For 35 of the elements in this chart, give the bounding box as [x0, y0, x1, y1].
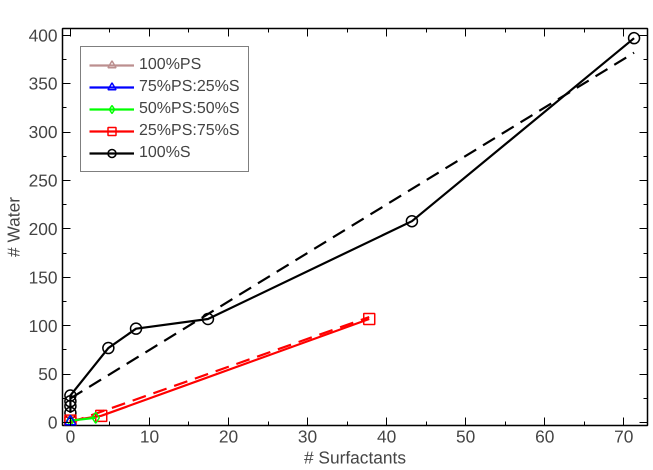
x-tick-label: 70 [614, 426, 634, 446]
x-tick-label: 50 [456, 426, 476, 446]
y-tick-label: 250 [28, 170, 58, 191]
legend-label: 50%PS:50%S [139, 100, 240, 118]
point [64, 400, 77, 412]
y-tick-label: 400 [28, 25, 58, 46]
point [91, 412, 100, 424]
x-tick-label: 10 [140, 426, 160, 446]
x-tick-label: 0 [66, 426, 76, 446]
x-tick-label: 30 [298, 426, 318, 446]
point [362, 312, 376, 326]
point [202, 312, 214, 326]
x-tick-label: 40 [376, 426, 396, 446]
point [64, 406, 77, 420]
y-axis-title: # Water [4, 196, 24, 258]
point [102, 342, 115, 354]
legend-label: 100%S [139, 144, 191, 162]
y-tick-label: 50 [38, 364, 58, 384]
point [94, 410, 108, 422]
y-tick-label: 150 [28, 267, 58, 288]
y-tick-label: 0 [48, 412, 58, 433]
legend-label: 100%PS [139, 56, 202, 74]
x-axis-title: # Surfactants [304, 448, 406, 468]
x-tick-label: 60 [535, 426, 554, 446]
y-tick-label: 300 [28, 122, 58, 142]
point [64, 395, 77, 408]
legend-label: 25%PS:75%S [139, 122, 240, 140]
y-tick-label: 350 [28, 74, 58, 94]
point [406, 214, 418, 228]
point [64, 389, 77, 402]
legend-label: 75%PS:25%S [139, 78, 240, 96]
y-tick-label: 100 [28, 316, 58, 336]
y-tick-label: 200 [28, 218, 58, 239]
point [130, 322, 142, 335]
x-tick-label: 20 [218, 426, 238, 446]
